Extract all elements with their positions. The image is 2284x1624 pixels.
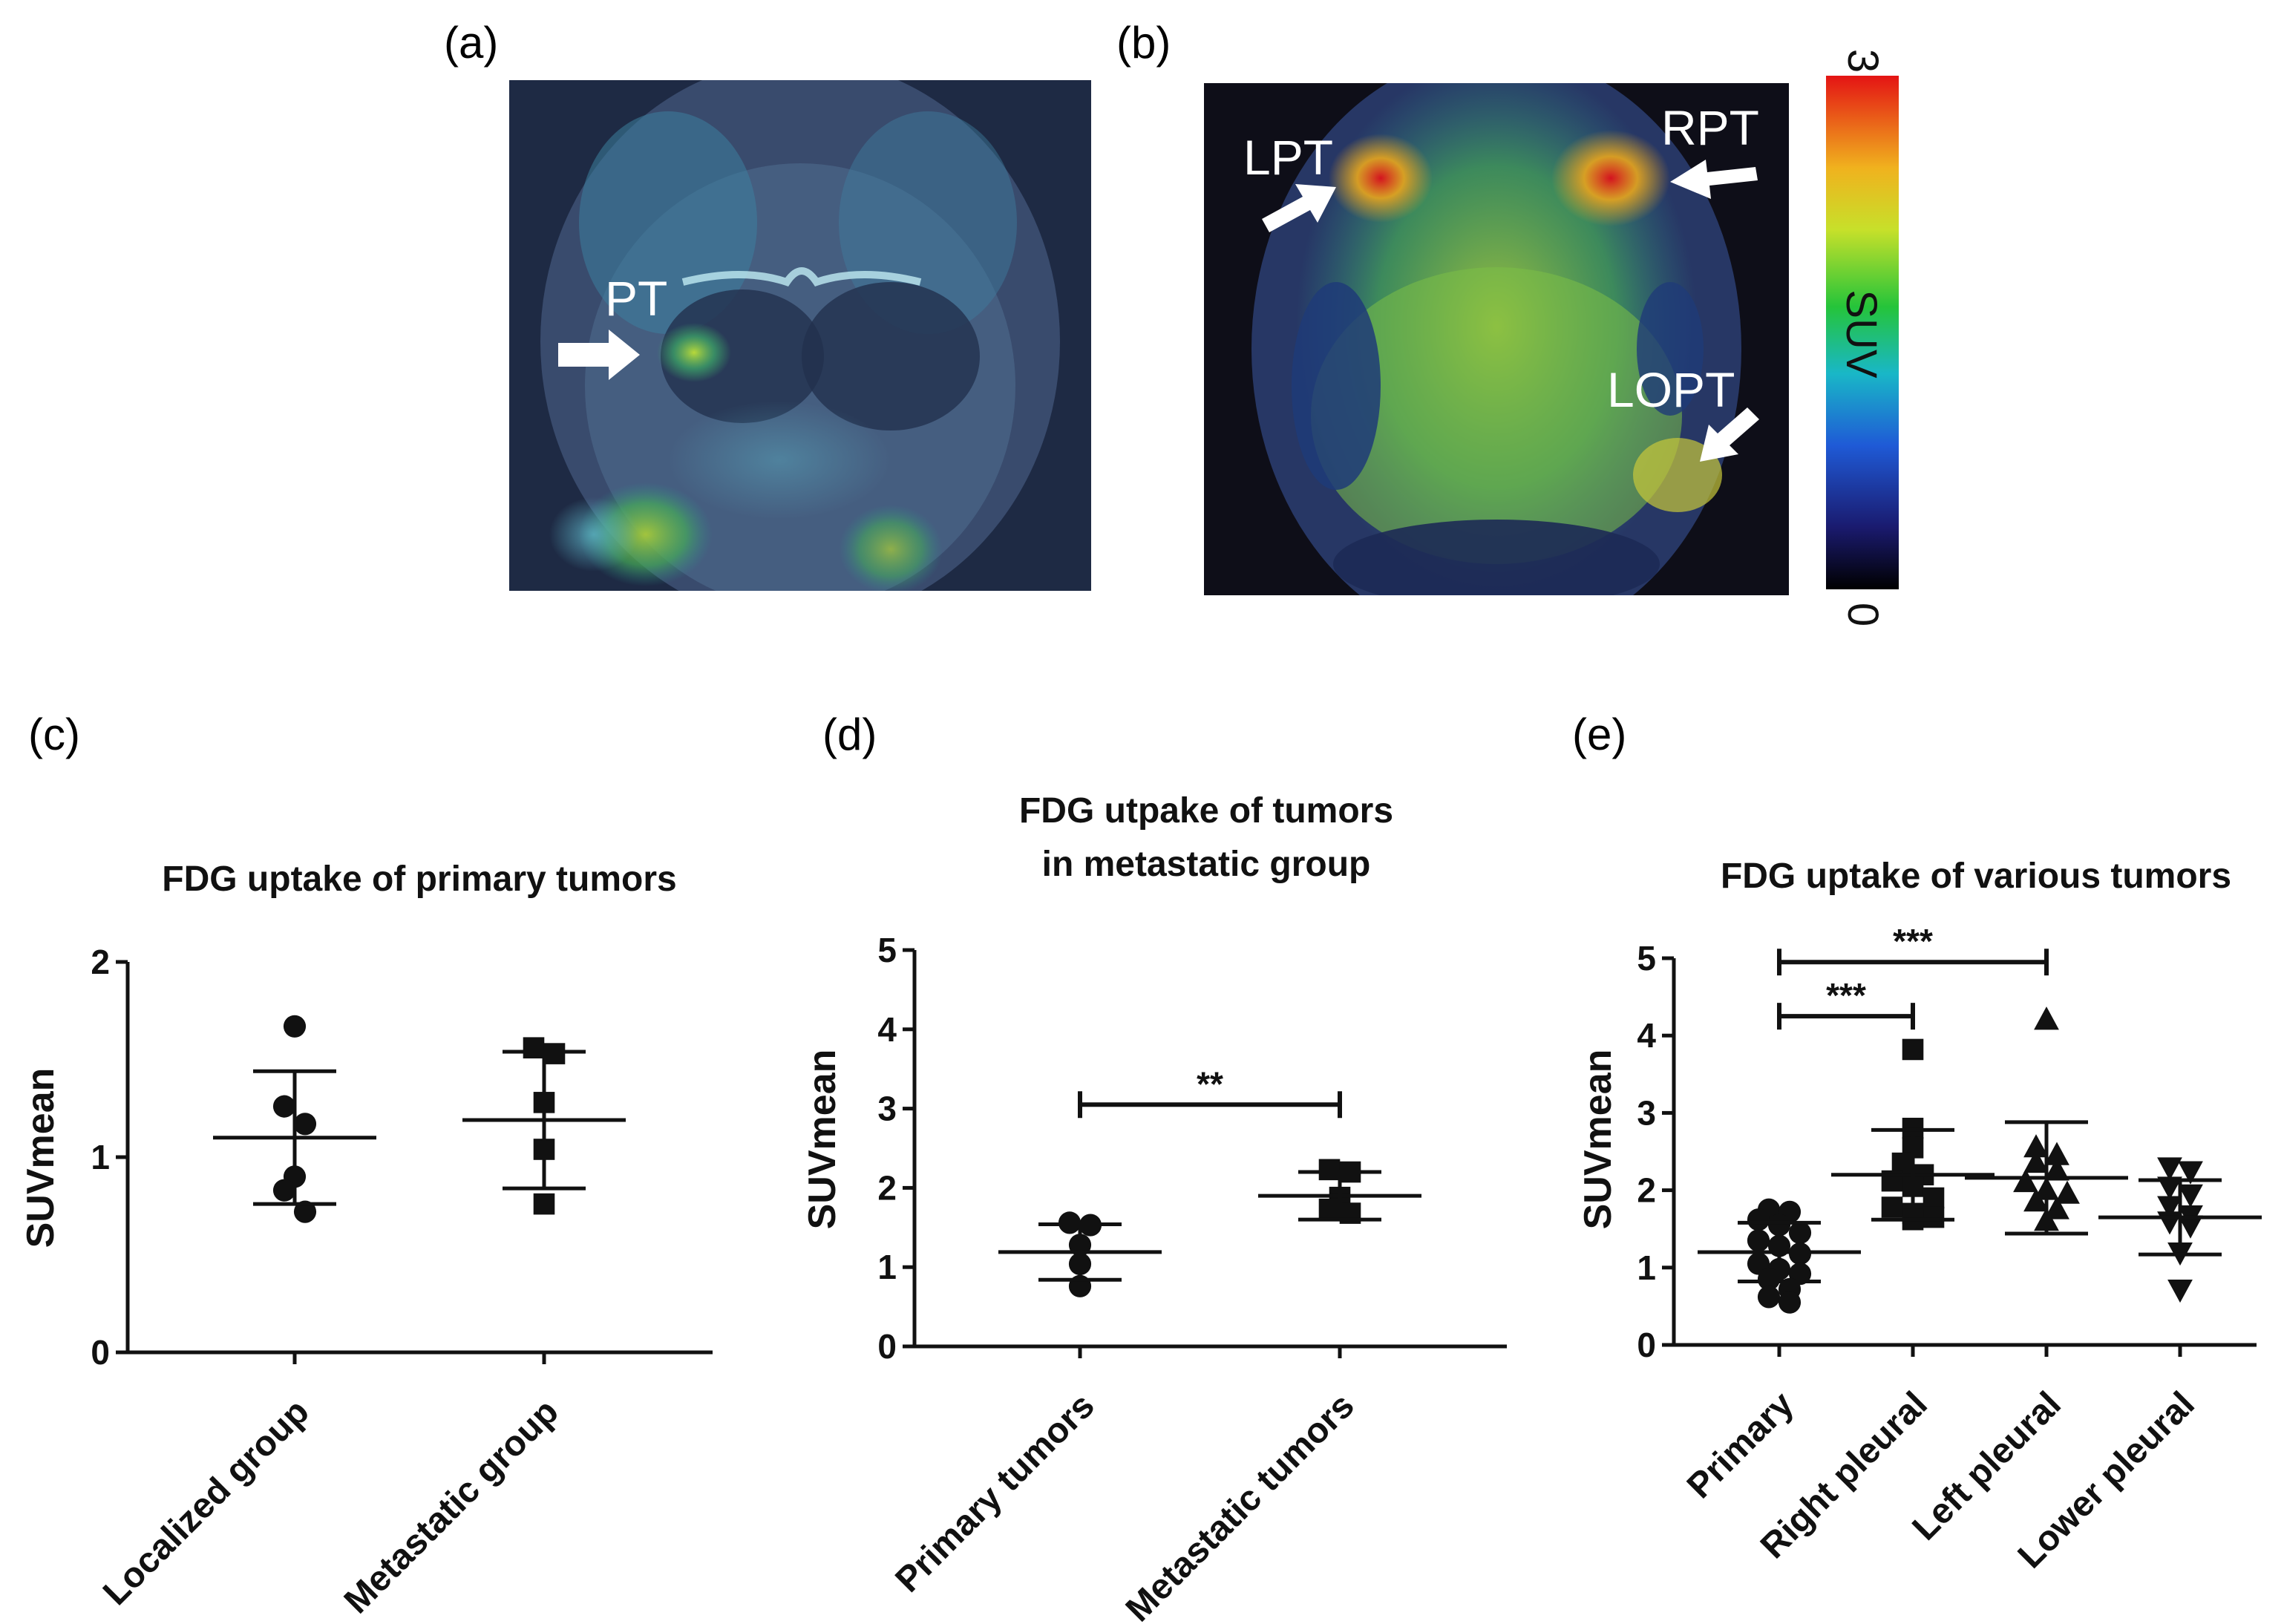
data-point <box>293 1113 317 1136</box>
y-axis-label: SUVmean <box>19 1068 62 1248</box>
chart-title: FDG uptake of primary tumors <box>162 860 676 899</box>
panel-b-label: (b) <box>1116 18 1171 68</box>
significance-label: *** <box>1893 922 1933 960</box>
x-tick-label: Primary tumors <box>888 1386 1102 1600</box>
y-tick-label: 2 <box>1637 1171 1656 1210</box>
pet-ct-image-b <box>1204 83 1789 595</box>
y-tick-label: 2 <box>91 943 110 981</box>
data-point <box>1747 1229 1770 1252</box>
y-axis-label: SUVmean <box>801 1050 844 1230</box>
chart-e: FDG uptake of various tumors 0 1 2 3 4 5 SUVmea… <box>1577 857 2262 1576</box>
suv-colorbar <box>1826 76 1899 589</box>
data-point <box>1891 1152 1914 1174</box>
chart-c: FDG uptake of primary tumors 0 1 2 SUVmean Lo… <box>19 860 713 1621</box>
annotation-pt: PT <box>605 271 667 326</box>
y-tick-label: 0 <box>1637 1326 1656 1364</box>
y-tick-label: 3 <box>877 1090 897 1128</box>
data-point <box>2178 1161 2203 1185</box>
data-point <box>1757 1268 1781 1291</box>
arrow-down-left-icon <box>1700 407 1759 462</box>
y-axis-label: SUVmean <box>1577 1050 1620 1230</box>
data-point <box>1902 1038 1924 1061</box>
data-point <box>523 1037 545 1059</box>
pet-ct-image-a <box>509 80 1091 591</box>
data-point <box>2034 1006 2059 1030</box>
data-point <box>1318 1159 1341 1181</box>
significance-label: ** <box>1197 1064 1223 1103</box>
colorbar-min-label: 0 <box>1839 603 1887 626</box>
x-tick-label: Metastatic group <box>337 1392 566 1621</box>
significance-label: *** <box>1826 976 1866 1015</box>
data-point <box>2023 1188 2049 1212</box>
panel-a-label: (a) <box>444 18 498 68</box>
data-point <box>1788 1221 1812 1244</box>
data-point <box>543 1043 566 1064</box>
y-tick-label: 3 <box>1637 1093 1656 1132</box>
x-tick-label: Localized group <box>96 1392 317 1613</box>
data-point <box>1747 1208 1770 1231</box>
y-tick-label: 5 <box>877 931 897 969</box>
data-point <box>2178 1184 2203 1208</box>
data-point <box>533 1193 555 1215</box>
data-point <box>272 1179 296 1202</box>
data-point <box>2167 1279 2193 1303</box>
data-point <box>1318 1198 1341 1220</box>
y-tick-label: 2 <box>877 1168 897 1207</box>
data-point <box>2013 1168 2038 1193</box>
y-tick-label: 4 <box>1637 1016 1656 1055</box>
y-tick-label: 4 <box>877 1010 897 1049</box>
colorbar-title: SUV <box>1837 289 1885 379</box>
data-point <box>1778 1291 1802 1314</box>
y-tick-label: 5 <box>1637 939 1656 978</box>
chart-title: FDG utpake of tumors <box>1019 791 1393 831</box>
data-point <box>2157 1176 2182 1200</box>
data-point <box>1923 1206 1945 1228</box>
annotation-lpt: LPT <box>1243 130 1333 185</box>
chart-title: in metastatic group <box>1042 845 1371 884</box>
data-point <box>293 1200 317 1223</box>
panel-d-label: (d) <box>822 710 877 759</box>
data-point <box>272 1095 296 1118</box>
data-point <box>2157 1196 2182 1219</box>
arrow-right-icon <box>558 330 640 380</box>
annotation-rpt: RPT <box>1661 100 1759 155</box>
data-point <box>2157 1157 2182 1181</box>
data-point <box>2055 1180 2080 1204</box>
data-point <box>1757 1286 1781 1309</box>
y-tick-label: 0 <box>91 1333 110 1372</box>
data-point <box>1881 1196 1903 1218</box>
data-point <box>2178 1215 2203 1239</box>
x-tick-label: Metastatic tumors <box>1119 1386 1362 1624</box>
y-tick-label: 1 <box>1637 1248 1656 1287</box>
panel-c-label: (c) <box>28 710 80 759</box>
x-tick-label: Primary <box>1680 1384 1802 1506</box>
arrow-left-icon <box>1670 160 1758 199</box>
data-point <box>2044 1196 2069 1219</box>
y-tick-label: 1 <box>877 1248 897 1286</box>
data-point <box>1923 1187 1945 1209</box>
chart-title: FDG uptake of various tumors <box>1721 857 2231 896</box>
panel-e-label: (e) <box>1572 710 1626 759</box>
colorbar-max-label: 3 <box>1839 49 1887 73</box>
y-tick-label: 0 <box>877 1327 897 1366</box>
arrow-up-right-icon <box>1262 184 1336 232</box>
data-point <box>2044 1142 2069 1165</box>
data-point <box>2023 1149 2049 1173</box>
annotation-lopt: LOPT <box>1607 362 1735 417</box>
data-point <box>283 1015 307 1038</box>
chart-d: FDG utpake of tumors in metastatic group 0… <box>801 791 1507 1624</box>
data-point <box>2023 1134 2049 1158</box>
y-tick-label: 1 <box>91 1138 110 1176</box>
data-point <box>2044 1157 2069 1181</box>
